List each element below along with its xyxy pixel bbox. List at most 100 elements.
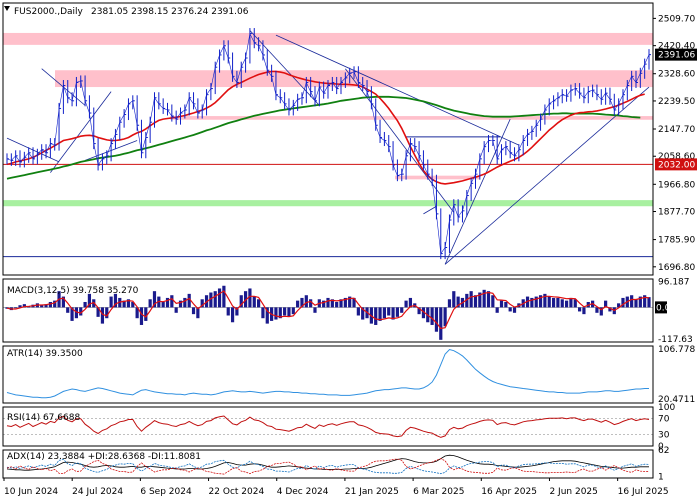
pane-border-macd xyxy=(2,278,654,343)
macd-bar xyxy=(87,293,92,308)
macd-bar xyxy=(126,299,131,308)
macd-bar xyxy=(482,289,486,308)
x-tick-label: 4 Dec 2024 xyxy=(277,487,329,497)
x-tick-label: 21 Jan 2025 xyxy=(345,487,399,497)
atr-line xyxy=(6,348,649,399)
macd-bar xyxy=(421,307,426,319)
x-axis: 10 Jun 2024 24 Jul 2024 6 Sep 2024 22 Oct 2… xyxy=(3,478,669,497)
macd-bar xyxy=(191,307,196,315)
macd-bar xyxy=(209,292,213,308)
macd-bar xyxy=(243,291,248,308)
price-band xyxy=(170,116,653,120)
price-series xyxy=(6,28,651,260)
macd-bar xyxy=(491,295,495,308)
macd-bar xyxy=(40,305,44,308)
macd-bar xyxy=(356,307,360,316)
trendline xyxy=(345,68,455,213)
macd-bar xyxy=(322,300,326,308)
macd-bar xyxy=(230,307,235,323)
x-tick-label: 10 Jun 2024 xyxy=(4,487,58,497)
macd-bar xyxy=(66,307,70,313)
macd-bar xyxy=(495,307,499,313)
last-price-tag xyxy=(655,48,697,61)
macd-bar xyxy=(465,293,469,308)
macd-bar xyxy=(79,307,83,316)
x-tick-label: 22 Oct 2024 xyxy=(209,487,265,497)
marker-price-tag xyxy=(655,158,697,171)
macd-bar xyxy=(235,307,239,316)
chart-title: FUS2000.,Daily xyxy=(14,7,84,17)
macd-bar xyxy=(161,301,165,308)
macd-bar xyxy=(391,307,395,320)
ma-slow-series xyxy=(6,95,641,180)
macd-signal-line xyxy=(6,290,650,330)
macd-bar xyxy=(139,307,144,325)
macd-bar xyxy=(291,307,295,315)
macd-bar xyxy=(217,288,222,308)
macd-bar xyxy=(287,307,291,317)
macd-bar xyxy=(48,301,52,308)
macd-bar xyxy=(630,295,634,308)
macd-bar xyxy=(538,295,543,308)
macd-bar xyxy=(22,304,26,308)
macd-bar xyxy=(61,296,65,308)
pane-border-main xyxy=(2,2,654,276)
y-tick-label: 2420.40 xyxy=(658,42,695,52)
macd-bar xyxy=(335,301,339,308)
price-pane xyxy=(3,28,653,265)
trendline xyxy=(275,34,520,146)
macd-bar xyxy=(556,297,560,308)
macd-bar xyxy=(213,291,217,308)
y-tick-label: 1785.90 xyxy=(658,236,695,246)
price-band xyxy=(395,175,480,180)
macd-bar xyxy=(573,299,577,308)
macd-bar xyxy=(135,307,139,319)
macd-bar xyxy=(113,293,118,308)
rsi-tick-label: 100 xyxy=(658,403,675,413)
macd-bar xyxy=(434,307,439,332)
adx-tick-label: 62 xyxy=(658,446,669,456)
rsi-line xyxy=(6,415,650,438)
macd-tick-label: -117.63 xyxy=(658,335,693,345)
ma-fast-line xyxy=(6,70,645,185)
macd-bar xyxy=(417,307,421,315)
y-tick-label: 1696.80 xyxy=(658,263,695,273)
macd-bar xyxy=(256,299,261,308)
macd-bar xyxy=(313,307,317,313)
trendline xyxy=(444,86,650,265)
macd-bar xyxy=(239,295,243,308)
macd-bar xyxy=(100,307,105,324)
macd-tick-label: 96.187 xyxy=(658,277,690,287)
macd-bar xyxy=(395,307,400,317)
y-tick-label: 1877.70 xyxy=(658,208,695,218)
rsi-label: RSI(14) 67.6688 xyxy=(7,413,80,423)
macd-bar xyxy=(330,299,334,308)
atr-tick-label: 20.4711 xyxy=(658,395,695,405)
price-close-line xyxy=(6,32,650,255)
x-tick-label: 6 Mar 2025 xyxy=(413,487,464,497)
macd-bar xyxy=(196,307,200,319)
macd-bar xyxy=(178,300,183,308)
macd-bar xyxy=(617,303,621,308)
macd-bar xyxy=(70,307,74,321)
macd-bar xyxy=(278,307,282,319)
macd-bar xyxy=(374,307,378,325)
trendline xyxy=(444,118,511,265)
rsi-tick-label: 70 xyxy=(658,415,670,425)
macd-bar xyxy=(187,293,191,308)
macd-bar xyxy=(512,307,517,313)
macd-bar xyxy=(5,307,9,309)
macd-label: MACD(3,12,5) 39.758 35.270 xyxy=(7,286,139,296)
macd-bar xyxy=(443,307,447,327)
macd-bar xyxy=(274,307,278,320)
macd-bar xyxy=(300,297,304,308)
macd-bar xyxy=(170,295,174,308)
trendline xyxy=(423,205,437,215)
macd-bar xyxy=(595,307,599,313)
y-tick-label: 1966.80 xyxy=(658,180,695,190)
macd-bar xyxy=(577,307,582,312)
adx-minus-di-line xyxy=(6,458,650,475)
macd-bar xyxy=(18,305,22,308)
collapse-arrow-icon[interactable] xyxy=(4,6,10,11)
